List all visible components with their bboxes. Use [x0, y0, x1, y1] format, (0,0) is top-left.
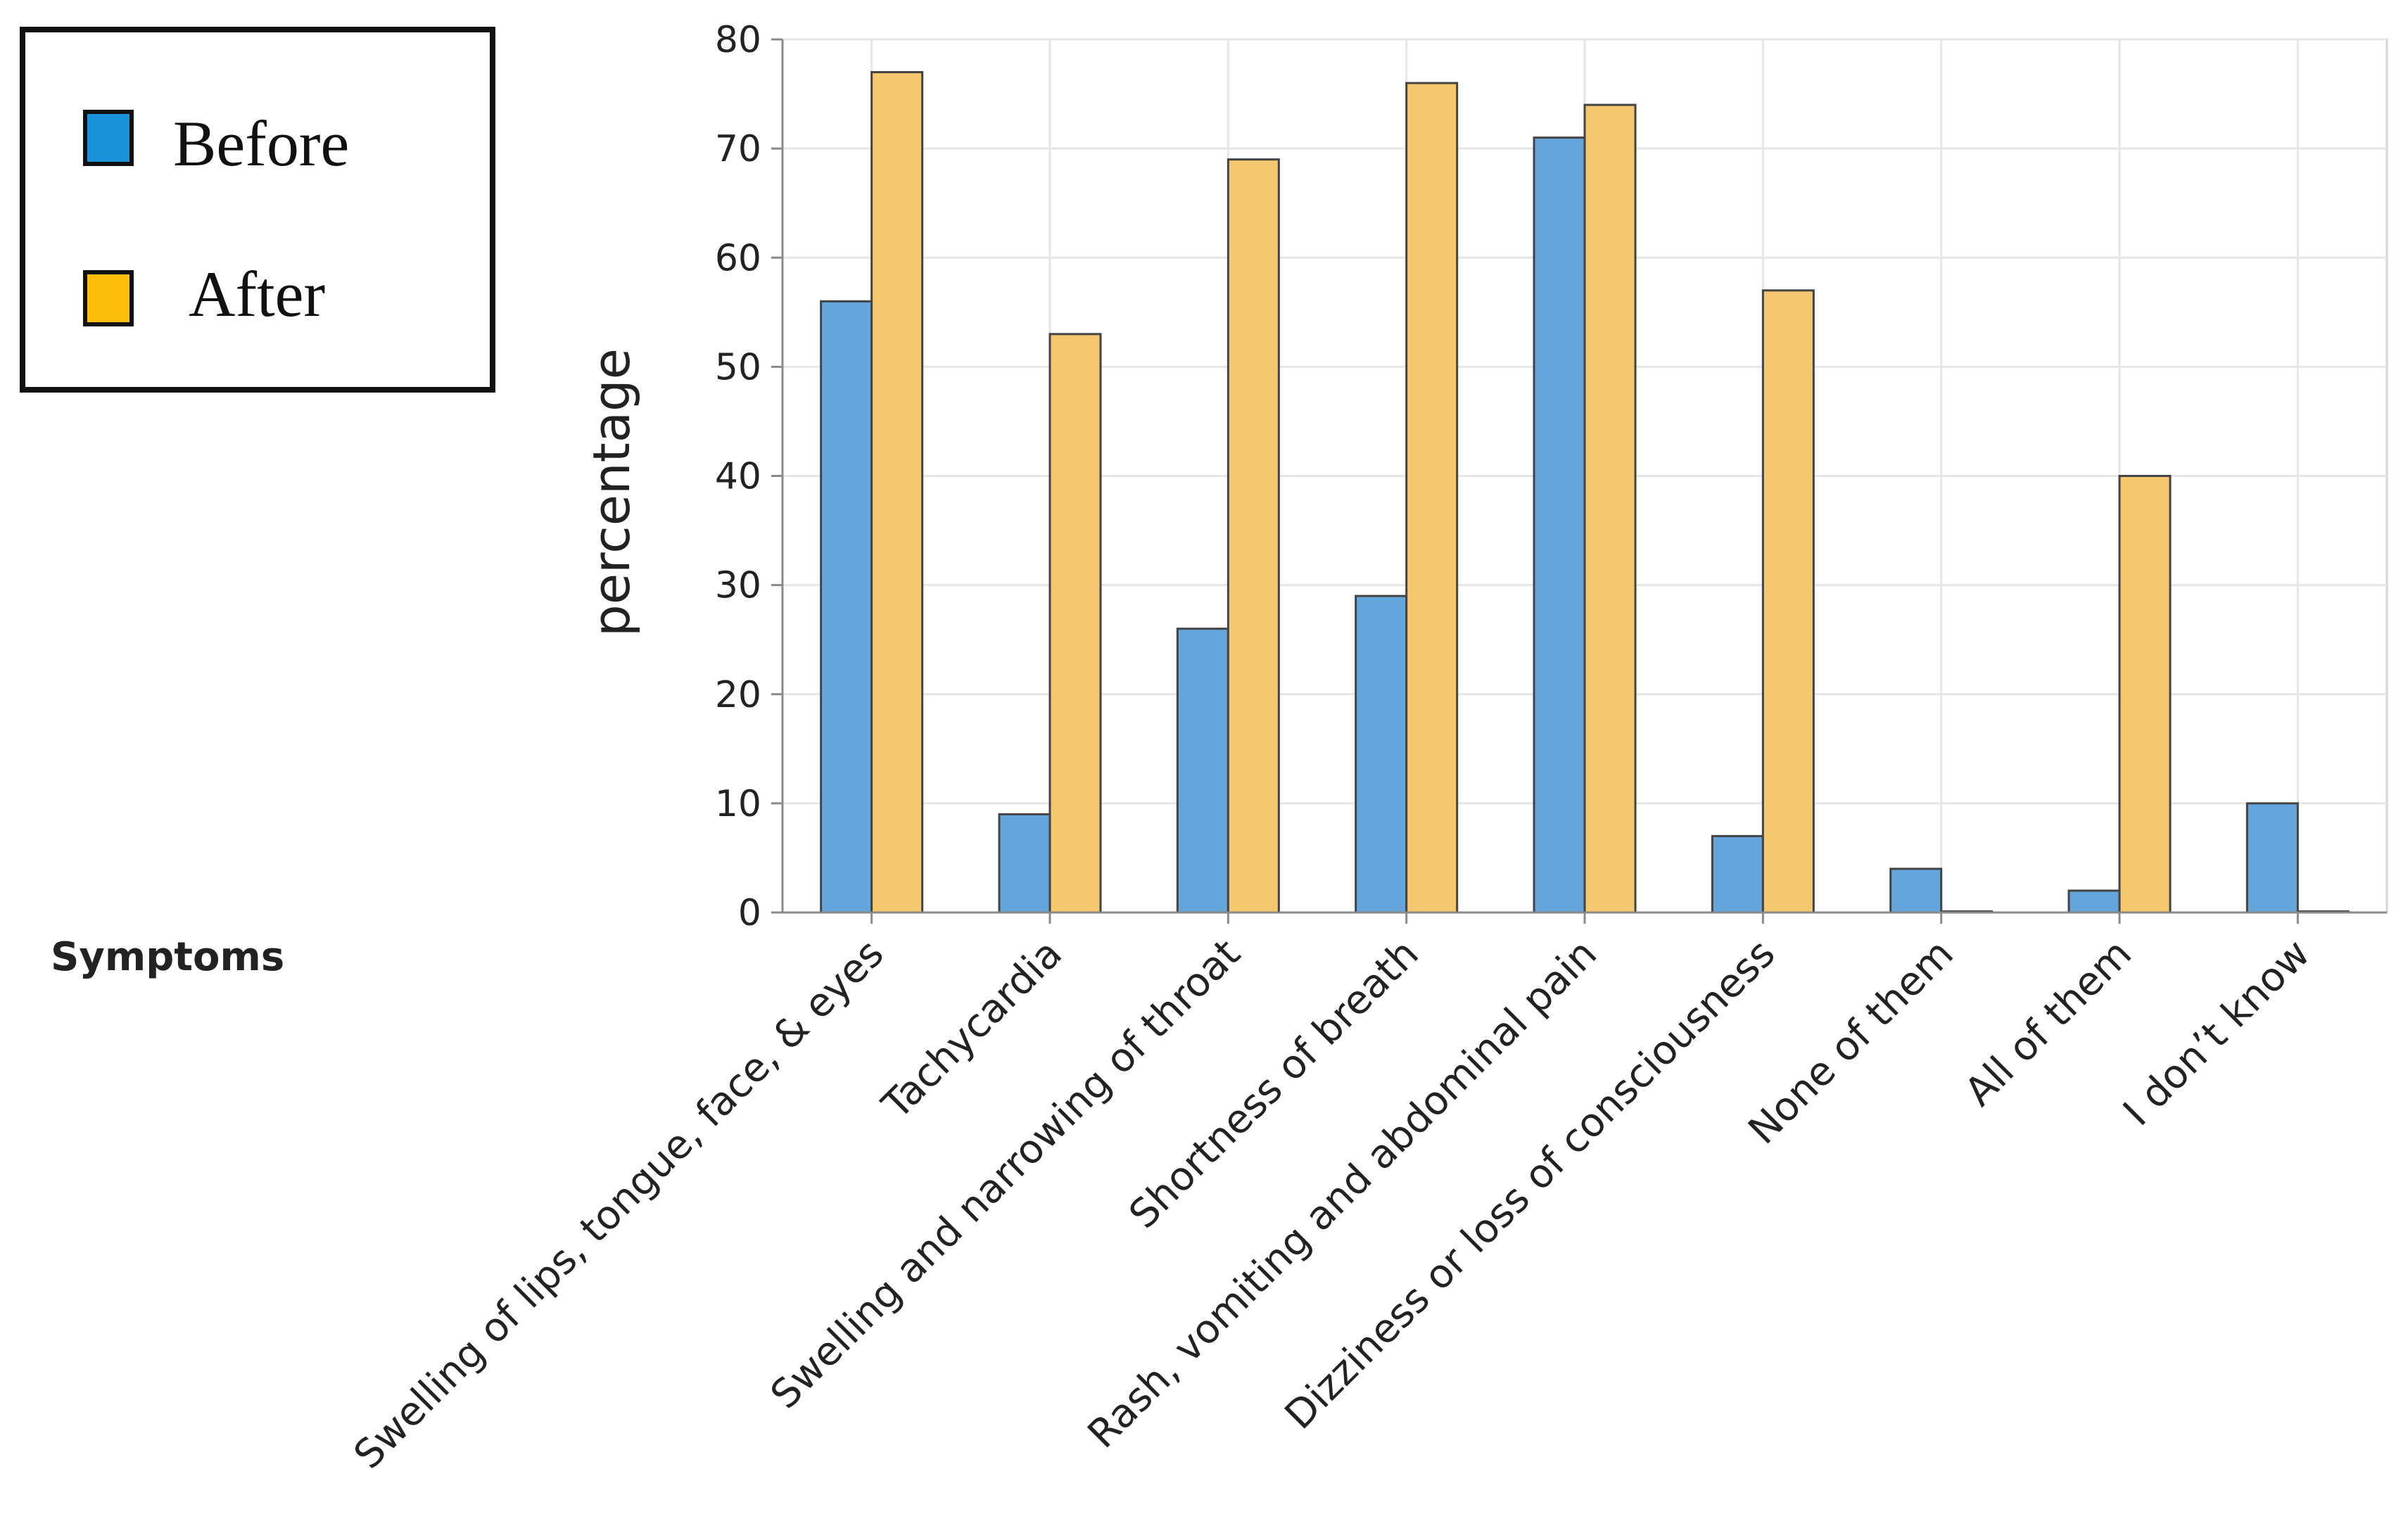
bar-before-1: [820, 300, 873, 914]
bar-before-6: [1711, 834, 1764, 914]
x-axis-title: Symptoms: [51, 934, 285, 980]
bar-before-2: [998, 813, 1051, 914]
bar-before-4: [1355, 594, 1408, 914]
bar-after-5: [1583, 103, 1637, 914]
legend: Before After: [20, 27, 495, 393]
bar-after-3: [1227, 158, 1280, 914]
bar-after-8: [2118, 475, 2172, 914]
y-axis-title: percentage: [582, 348, 641, 637]
y-tick-label: 30: [715, 565, 761, 607]
bar-before-3: [1176, 628, 1229, 914]
y-tick-label: 40: [715, 456, 761, 498]
legend-swatch-after: [83, 270, 134, 326]
bar-layer: [820, 71, 2350, 914]
bar-before-9: [2245, 802, 2299, 914]
bar-after-2: [1048, 333, 1102, 914]
bar-after-6: [1761, 289, 1815, 914]
bar-before-7: [1889, 867, 1943, 914]
legend-label-before: Before: [173, 108, 350, 179]
x-tick-label: Tachycardia: [873, 931, 1071, 1128]
y-tick-label: 20: [715, 674, 761, 716]
y-tick-label: 50: [715, 346, 761, 388]
y-tick-label: 60: [715, 237, 761, 279]
bar-before-8: [2067, 889, 2121, 914]
y-tick-label: 0: [738, 892, 761, 934]
bar-before-5: [1533, 136, 1586, 914]
x-tick-label: All of them: [1956, 931, 2141, 1115]
x-tick-label: Shortness of breath: [1120, 931, 1427, 1238]
bar-after-1: [870, 71, 924, 914]
legend-label-after: After: [189, 258, 326, 330]
y-tick-label: 70: [715, 128, 761, 170]
y-tick-label: 80: [715, 19, 761, 61]
x-tick-label: I don’t know: [2115, 931, 2319, 1135]
y-tick-label: 10: [715, 783, 761, 825]
bar-after-4: [1405, 82, 1459, 914]
legend-swatch-before: [83, 110, 134, 166]
